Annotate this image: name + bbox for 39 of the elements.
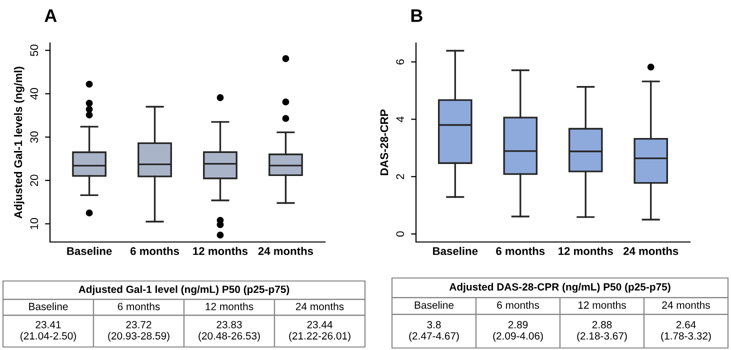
category-label: 6 months — [118, 302, 160, 310]
y-tick-label: 30 — [30, 131, 38, 143]
chart-title: A — [44, 9, 57, 22]
chart-title: B — [411, 9, 422, 22]
text: 2.64 (1.78-3.32) — [661, 321, 711, 342]
x-tick-label: 6 months — [496, 246, 545, 256]
category-label: 12 months — [578, 301, 626, 309]
text: 2.88 (2.18-3.67) — [577, 321, 627, 342]
y-tick-label: 2 — [396, 174, 404, 180]
category-label: 6 months — [497, 301, 540, 309]
text: 23.44 (21.22-26.01) — [289, 320, 350, 342]
category-label: Baseline — [29, 302, 68, 310]
text: 23.41 (21.04-2.50) — [20, 320, 76, 342]
category-label: 24 months — [296, 302, 344, 310]
y-tick-label: 40 — [30, 88, 38, 100]
x-tick-label: 24 months — [623, 246, 678, 256]
y-axis-title: Adjusted Gal-1 levels (ng/ml) — [14, 66, 24, 218]
y-tick-label: 10 — [30, 218, 38, 230]
y-tick-label: 50 — [30, 44, 38, 56]
text: Adjusted Gal-1 level (ng/mL) P50 (p25-p75) — [78, 285, 290, 296]
category-label: Baseline — [414, 301, 454, 309]
y-axis-title: DAS-28-CRP — [380, 110, 388, 176]
x-tick-label: Baseline — [67, 246, 112, 256]
y-tick-label: 0 — [396, 231, 404, 237]
text: Adjusted DAS-28-CPR (ng/mL) P50 (p25-p75) — [449, 282, 670, 293]
y-tick-label: 4 — [396, 116, 404, 122]
category-label: 12 months — [206, 302, 254, 310]
x-tick-label: 12 months — [558, 246, 613, 256]
text: 23.83 (20.48-26.53) — [198, 320, 260, 342]
text: 2.89 (2.09-4.06) — [493, 321, 543, 342]
text: 23.72 (20.93-28.59) — [108, 320, 170, 342]
category-label: 24 months — [662, 301, 710, 309]
text: 3.8 (2.47-4.67) — [409, 321, 459, 342]
x-tick-label: 24 months — [258, 246, 314, 256]
x-tick-label: 12 months — [193, 246, 248, 256]
x-tick-label: Baseline — [433, 246, 478, 256]
y-tick-label: 20 — [30, 174, 38, 186]
x-tick-label: 6 months — [130, 246, 179, 256]
y-tick-label: 6 — [396, 59, 404, 64]
